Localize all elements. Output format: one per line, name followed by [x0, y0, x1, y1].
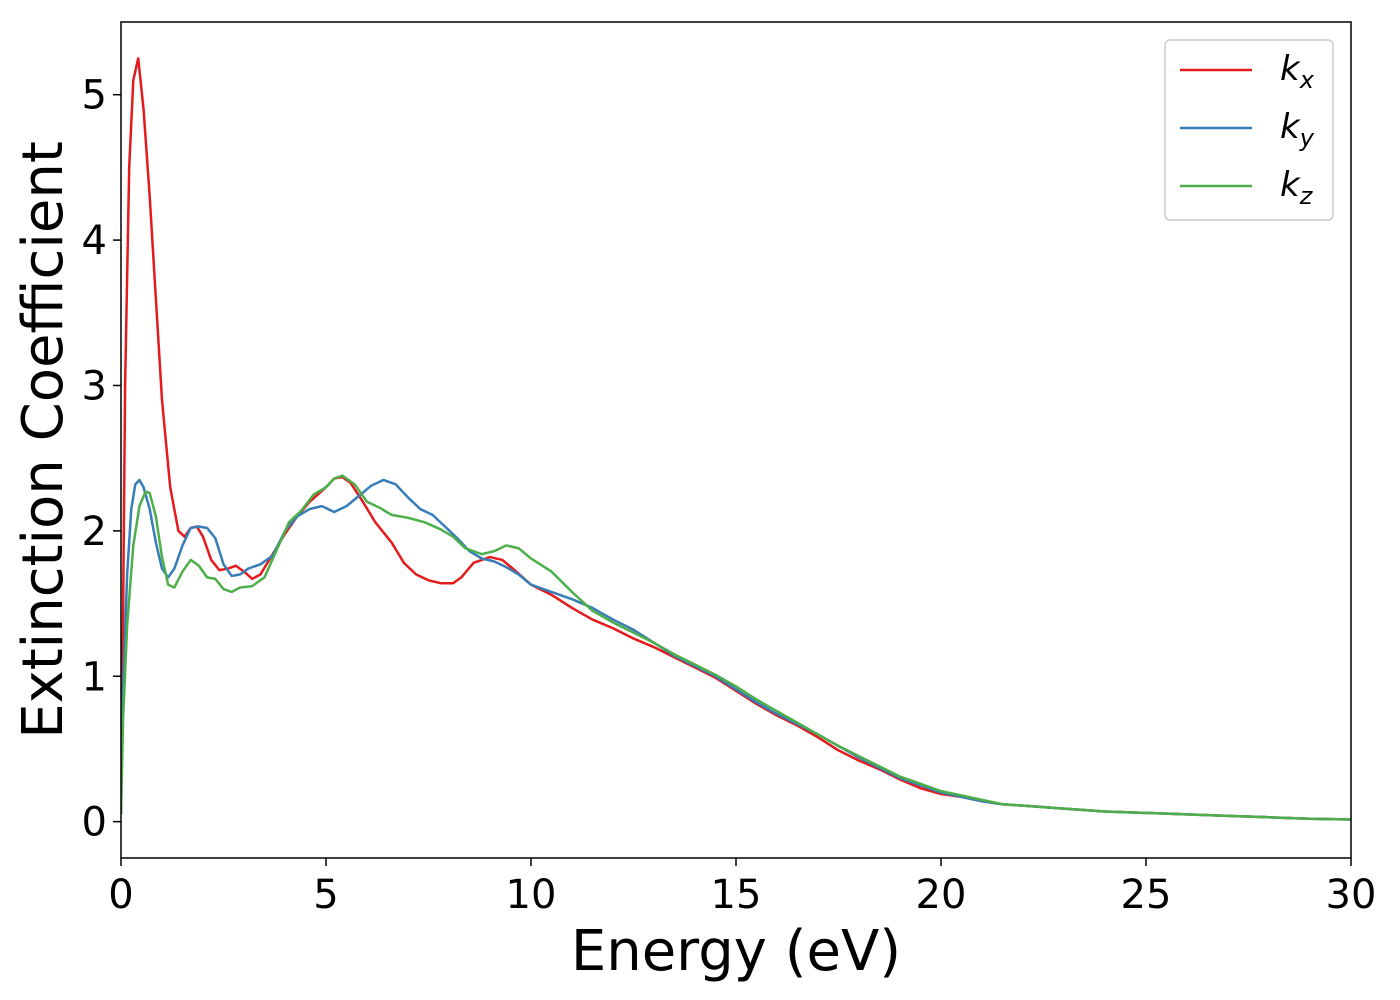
y-axis: 0 1 2 3 4 5	[82, 73, 121, 846]
x-tick-label: 0	[108, 872, 133, 918]
series-line-z	[121, 474, 1351, 821]
legend-label-y: ky	[1280, 107, 1315, 152]
legend-label-subscript: x	[1299, 66, 1315, 94]
series-line-y	[121, 478, 1351, 821]
legend-label-base: k	[1280, 49, 1301, 89]
legend-label-z: kz	[1280, 165, 1314, 210]
y-tick-label: 2	[82, 509, 107, 555]
x-tick-label: 20	[916, 872, 967, 918]
y-tick-label: 1	[82, 654, 107, 700]
x-axis-title: Energy (eV)	[571, 919, 901, 984]
legend-box	[1164, 39, 1334, 221]
legend-label-subscript: z	[1299, 182, 1314, 210]
y-tick-label: 3	[82, 363, 107, 409]
x-tick-label: 25	[1121, 872, 1172, 918]
y-axis-title: Extinction Coefficient	[11, 141, 76, 739]
x-tick-label: 15	[711, 872, 762, 918]
legend-label-subscript: y	[1299, 124, 1315, 152]
x-tick-label: 5	[313, 872, 338, 918]
series-layer	[121, 57, 1351, 821]
x-axis: 0 5 10 15 20 25 30	[108, 858, 1376, 918]
y-tick-label: 5	[82, 73, 107, 119]
y-tick-label: 4	[82, 218, 107, 264]
x-tick-label: 10	[506, 872, 557, 918]
legend-label-base: k	[1280, 107, 1301, 147]
y-tick-label: 0	[82, 800, 107, 846]
x-tick-label: 30	[1326, 872, 1377, 918]
legend-label-base: k	[1280, 165, 1301, 205]
legend-label-x: kx	[1280, 49, 1315, 94]
